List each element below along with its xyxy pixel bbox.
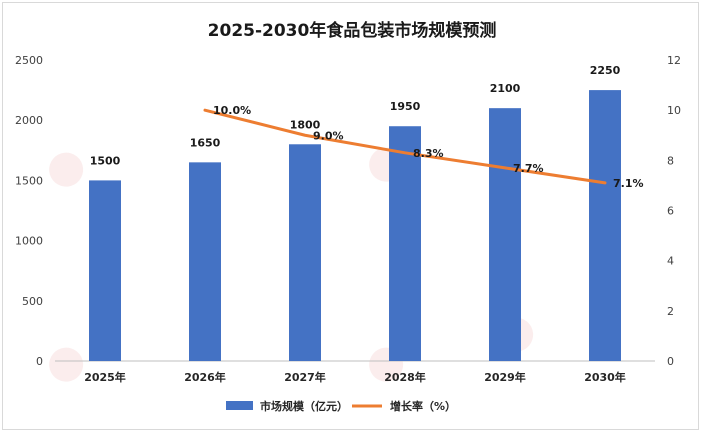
left-y-tick-label: 500: [22, 295, 43, 308]
watermark-stamp: [49, 347, 84, 382]
right-y-tick-label: 4: [667, 255, 674, 268]
bar: [389, 126, 421, 361]
legend-bar-label: 市场规模（亿元）: [260, 399, 348, 413]
right-y-tick-label: 2: [667, 305, 674, 318]
x-tick-label: 2027年: [284, 370, 326, 384]
bar: [589, 90, 621, 361]
legend: 市场规模（亿元） 增长率（%）: [226, 399, 456, 413]
left-y-tick-label: 1500: [15, 174, 43, 187]
right-y-tick-label: 0: [667, 355, 674, 368]
legend-bar-swatch: [226, 401, 253, 410]
growth-rate-line: [203, 108, 607, 185]
x-tick-label: 2029年: [484, 370, 526, 384]
line-value-label: 10.0%: [213, 104, 251, 117]
left-y-tick-label: 2500: [15, 54, 43, 67]
watermark-logo-icon: [49, 347, 84, 382]
line-series: 10.0% 9.0% 8.3% 7.7% 7.1%: [203, 104, 644, 190]
line-value-label: 7.1%: [613, 177, 644, 190]
bar-value-label: 1650: [190, 136, 221, 149]
x-tick-label: 2025年: [84, 370, 126, 384]
right-y-axis: 0 2 4 6 8 10 12: [667, 54, 681, 368]
right-y-tick-label: 8: [667, 154, 674, 167]
bar-value-label: 1800: [290, 118, 321, 131]
legend-line-label: 增长率（%）: [390, 399, 456, 413]
line-value-label: 7.7%: [513, 162, 544, 175]
watermark-logo-icon: [49, 152, 84, 187]
line-value-label: 8.3%: [413, 147, 444, 160]
watermark-stamp: [49, 152, 84, 187]
bar: [89, 180, 121, 361]
x-tick-label: 2030年: [584, 370, 626, 384]
x-tick-label: 2028年: [384, 370, 426, 384]
left-y-axis: 0 500 1000 1500 2000 2500: [15, 54, 43, 368]
bar-series: 1500 1650 1800 1950 2100 2250: [89, 64, 621, 361]
line-value-label: 9.0%: [313, 129, 344, 142]
bar-value-label: 1500: [90, 154, 121, 167]
right-y-tick-label: 6: [667, 205, 674, 218]
bar-value-label: 1950: [390, 100, 421, 113]
x-axis-ticks: 2025年 2026年 2027年 2028年 2029年 2030年: [84, 370, 626, 384]
bar: [289, 144, 321, 361]
right-y-tick-label: 12: [667, 54, 681, 67]
right-y-tick-label: 10: [667, 104, 681, 117]
bar: [489, 108, 521, 361]
bar-value-label: 2100: [490, 82, 521, 95]
x-tick-label: 2026年: [184, 370, 226, 384]
chart-title: 2025-2030年食品包装市场规模预测: [208, 20, 497, 41]
left-y-tick-label: 0: [36, 355, 43, 368]
left-y-tick-label: 2000: [15, 114, 43, 127]
bar: [189, 162, 221, 361]
left-y-tick-label: 1000: [15, 235, 43, 248]
bar-value-label: 2250: [590, 64, 621, 77]
